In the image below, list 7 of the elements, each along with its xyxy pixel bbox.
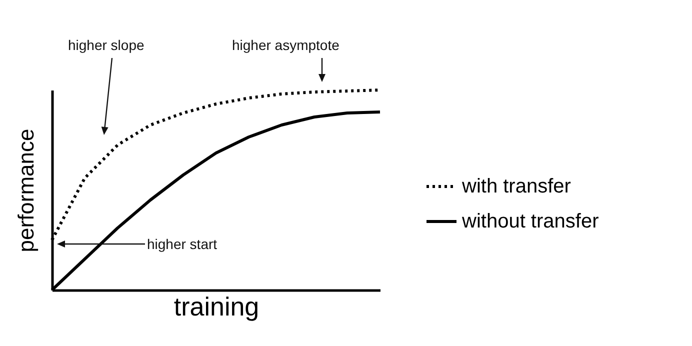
y-axis-title: performance [14, 128, 38, 252]
x-axis-title: training [174, 292, 260, 322]
text: higher asymptote [232, 37, 340, 53]
legend-label: with transfer [461, 176, 572, 198]
annotation: higher start [147, 236, 218, 252]
legend-label: without transfer [461, 210, 600, 232]
text: higher slope [68, 37, 144, 53]
